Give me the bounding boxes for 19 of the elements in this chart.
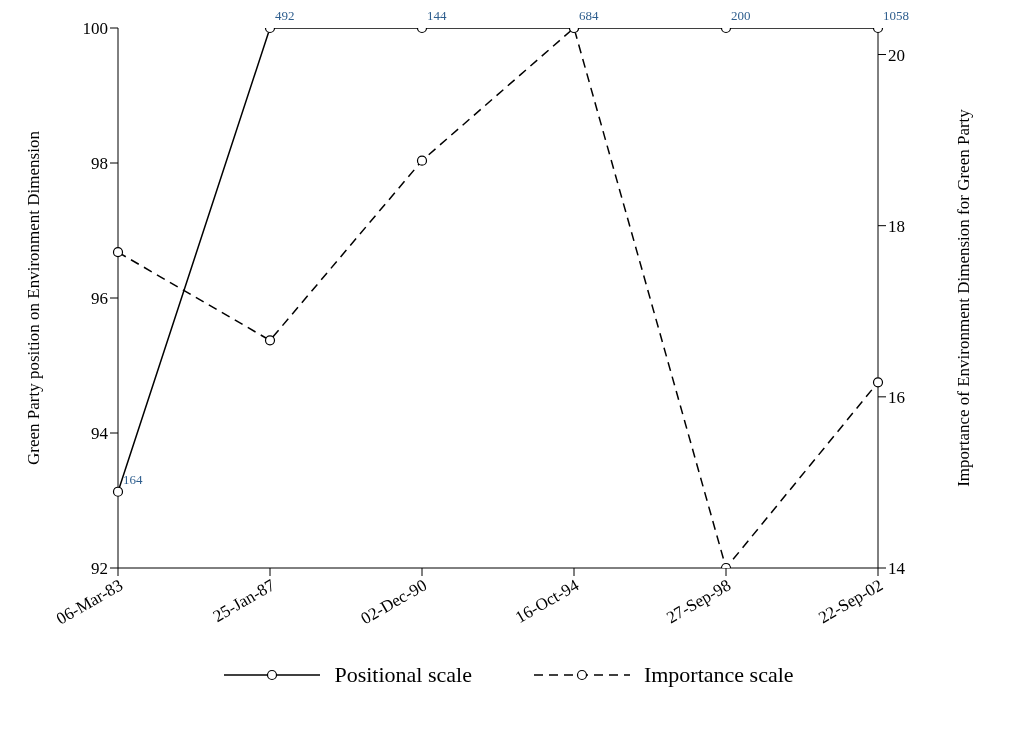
annotation: 684 [579, 8, 599, 23]
annotation: 492 [275, 8, 295, 23]
legend-label: Positional scale [334, 662, 472, 688]
y2-tick-label: 16 [888, 387, 905, 407]
y-tick-label: 96 [91, 289, 108, 309]
annotation: 1058 [883, 8, 909, 23]
y-tick-label: 92 [91, 559, 108, 579]
y2-axis-title: Importance of Environment Dimension for Green Party [954, 108, 974, 487]
annotation: 144 [427, 8, 447, 23]
y2-tick-label: 14 [888, 559, 906, 579]
annotation: 164 [123, 471, 143, 487]
y2-tick-label: 20 [888, 45, 905, 65]
y-axis-title: Green Party position on Environment Dimension [24, 130, 44, 465]
y-tick-label: 98 [91, 154, 108, 174]
y2-tick-label: 18 [888, 216, 905, 236]
y-tick-label: 94 [91, 424, 109, 444]
legend-label: Importance scale [643, 662, 794, 688]
y-tick-label: 100 [82, 19, 108, 39]
annotation: 200 [731, 8, 751, 23]
